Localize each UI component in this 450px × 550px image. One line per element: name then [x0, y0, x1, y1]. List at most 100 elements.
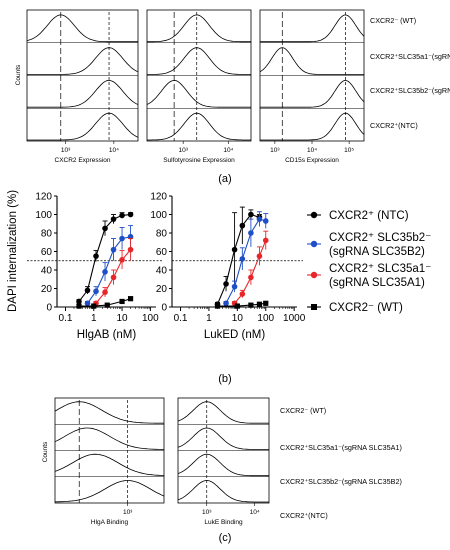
data-point: [93, 253, 99, 259]
data-point: [248, 274, 254, 281]
data-point: [239, 291, 246, 297]
histogram-curve: [177, 427, 269, 450]
data-point: [256, 301, 263, 307]
data-point: [127, 296, 134, 302]
row-label: CXCR2⁻ (WT): [370, 16, 416, 25]
x-tick-label: 10³: [61, 147, 71, 154]
histogram-curve: [26, 14, 138, 43]
panel-c-histograms: 10³ HlgA Binding 10³ 10⁴ LukE Binding Counts C…: [42, 397, 402, 526]
data-point: [248, 302, 254, 308]
data-point: [102, 225, 108, 232]
legend-label: CXCR2⁺ SLC35b2⁻: [329, 232, 431, 244]
b-xlabel: HlgAB (nM): [77, 329, 137, 341]
histogram-curve: [147, 112, 251, 141]
x-tick-label: 0.1: [174, 313, 188, 324]
row-label: CXCR2⁺SLC35b2⁻(sgRNA SLC35B2): [370, 86, 450, 95]
legend-label: (sgRNA SLC35A1): [329, 277, 425, 289]
data-point: [76, 298, 82, 305]
y-tick-label: 100: [35, 210, 52, 221]
row-label: CXCR2⁺(NTC): [370, 121, 418, 130]
y-tick-label: 100: [150, 210, 167, 221]
y-tick-label: 60: [41, 247, 53, 258]
data-point: [84, 300, 91, 307]
legend-marker: [310, 211, 318, 219]
histogram-curve: [27, 47, 139, 75]
b-ylabel: DAPI internalization (%): [7, 190, 19, 312]
histogram-curve: [27, 112, 139, 141]
legend-label: CXCR2⁺ SLC35a1⁻: [329, 263, 431, 275]
legend-marker: [310, 271, 318, 279]
histogram-curve: [147, 47, 251, 75]
x-tick-label: 10³: [178, 147, 188, 154]
data-point: [248, 211, 254, 218]
panel-b-label: (b): [218, 373, 231, 385]
histogram-ylabel: Counts: [15, 64, 22, 85]
data-point: [214, 303, 221, 309]
panel-a-label: (a): [218, 173, 231, 185]
x-tick-label: 1: [91, 313, 97, 324]
y-tick-label: 80: [156, 229, 168, 240]
y-tick-label: 0: [161, 303, 167, 314]
histogram-curve: [259, 47, 364, 75]
histogram-curve: [177, 453, 269, 477]
data-point: [223, 300, 229, 307]
histogram-curve: [260, 14, 365, 43]
data-point: [119, 235, 125, 242]
data-point: [263, 300, 269, 306]
panel-c-label: (c): [219, 532, 232, 544]
histogram-curve: [147, 14, 251, 43]
y-tick-label: 20: [156, 284, 168, 295]
legend: CXCR2⁺ (NTC) CXCR2⁺ SLC35b2⁻ (sgRNA SLC35B…: [307, 210, 431, 314]
histogram-xlabel: LukE Binding: [204, 519, 243, 526]
x-tick-label: 10⁴: [307, 147, 317, 154]
data-point: [234, 303, 240, 309]
data-point: [91, 303, 97, 309]
y-tick-label: 0: [46, 303, 52, 314]
series-line: [234, 240, 267, 304]
histogram-xlabel: CXCR2 Expression: [55, 157, 111, 164]
y-tick-label: 60: [156, 247, 168, 258]
data-point: [239, 256, 246, 262]
data-point: [127, 246, 134, 253]
row-label: CXCR2⁺SLC35a1⁻(sgRNA SLC35A1): [280, 443, 402, 452]
data-point: [262, 237, 269, 244]
y-tick-label: 120: [35, 192, 52, 203]
data-point: [119, 257, 125, 263]
data-point: [119, 298, 125, 305]
data-point: [231, 246, 238, 253]
data-point: [110, 274, 117, 281]
data-point: [93, 288, 99, 295]
row-label: CXCR2⁺SLC35a1⁻(sgRNA SLC35A1): [370, 52, 450, 61]
series-line: [87, 236, 131, 304]
histogram-curve: [260, 112, 365, 141]
row-label: CXCR2⁺(NTC): [280, 511, 328, 520]
x-tick-label: 10³: [123, 509, 133, 516]
y-tick-label: 40: [156, 266, 168, 277]
data-point: [256, 253, 263, 259]
x-tick-label: 10⁵: [344, 147, 354, 154]
b-xlabel: LukED (nM): [204, 329, 266, 341]
panel-a-histograms: 10³ 10⁴ CXCR2 Expression 10³ 10⁴ Sulfotyrosin…: [15, 9, 450, 164]
panel-b-dose-response: DAPI internalization (%) 0204060801001200…: [7, 190, 431, 341]
x-tick-label: 10⁴: [109, 147, 119, 154]
x-tick-label: 10: [116, 313, 128, 324]
y-tick-label: 80: [41, 229, 53, 240]
data-point: [84, 287, 91, 294]
data-point: [104, 302, 110, 308]
histogram-curve: [54, 401, 164, 424]
y-tick-label: 120: [150, 192, 167, 203]
data-point: [262, 218, 269, 224]
histogram-xlabel: HlgA Binding: [91, 519, 129, 526]
data-point: [231, 283, 238, 290]
legend-label: CXCR2⁻ (WT): [329, 302, 403, 314]
histogram-curve: [27, 79, 139, 108]
x-tick-label: 100: [142, 313, 159, 324]
x-tick-label: 10: [232, 313, 244, 324]
histogram-curve: [54, 427, 164, 450]
x-tick-label: 10³: [270, 147, 280, 154]
histogram-curve: [177, 401, 269, 424]
row-label: CXCR2⁻ (WT): [280, 406, 326, 415]
data-point: [127, 211, 134, 218]
legend-label: CXCR2⁺ (NTC): [329, 210, 409, 222]
